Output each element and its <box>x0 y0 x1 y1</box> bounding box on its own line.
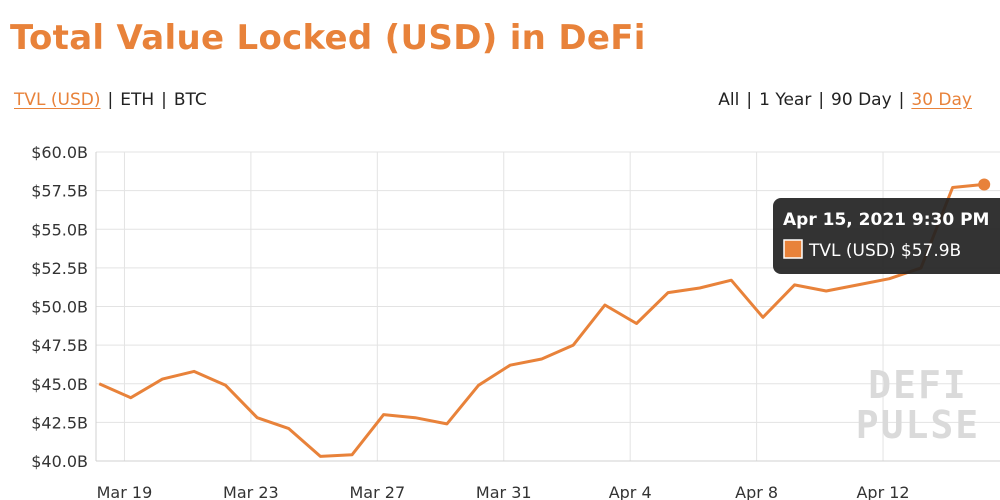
separator: | <box>746 90 753 110</box>
x-tick-label: Mar 27 <box>349 483 405 500</box>
range-option-all[interactable]: All <box>718 90 740 110</box>
y-tick-label: $45.0B <box>31 375 88 394</box>
y-tick-label: $42.5B <box>31 413 88 432</box>
chart-tooltip: Apr 15, 2021 9:30 PM TVL (USD) $57.9B <box>773 198 1000 274</box>
metric-option-tvl[interactable]: TVL (USD) <box>14 90 101 110</box>
y-axis-ticks: $40.0B $42.5B $45.0B $47.5B $50.0B $52.5B $55.… <box>31 143 88 471</box>
separator: | <box>107 90 114 110</box>
page-title: Total Value Locked (USD) in DeFi <box>10 18 646 58</box>
x-tick-label: Mar 23 <box>223 483 279 500</box>
watermark-line-2: PULSE <box>856 403 980 447</box>
y-tick-label: $40.0B <box>31 452 88 471</box>
series-tvl[interactable] <box>98 178 991 458</box>
tvl-line <box>98 182 985 458</box>
range-option-30-day[interactable]: 30 Day <box>911 90 972 110</box>
x-tick-label: Apr 12 <box>856 483 909 500</box>
range-option-90-day[interactable]: 90 Day <box>831 90 892 110</box>
x-tick-label: Mar 19 <box>97 483 153 500</box>
y-tick-label: $57.5B <box>31 182 88 201</box>
x-tick-label: Apr 4 <box>609 483 652 500</box>
x-tick-label: Mar 31 <box>476 483 532 500</box>
tooltip-box <box>773 198 1000 274</box>
separator: | <box>898 90 905 110</box>
tooltip-swatch <box>783 239 803 259</box>
metric-selector: TVL (USD) | ETH | BTC <box>14 90 207 110</box>
range-selector: All | 1 Year | 90 Day | 30 Day <box>718 90 972 110</box>
y-tick-label: $60.0B <box>31 143 88 162</box>
hover-point <box>978 178 991 191</box>
tooltip-date: Apr 15, 2021 9:30 PM <box>783 210 989 230</box>
tooltip-value: TVL (USD) $57.9B <box>808 241 961 261</box>
x-axis-ticks: Mar 19 Mar 23 Mar 27 Mar 31 Apr 4 Apr 8 Apr 12 <box>97 483 910 500</box>
range-option-1-year[interactable]: 1 Year <box>759 90 812 110</box>
y-tick-label: $50.0B <box>31 298 88 317</box>
separator: | <box>161 90 167 110</box>
x-tick-label: Apr 8 <box>735 483 778 500</box>
separator: | <box>818 90 825 110</box>
watermark-line-1: DEFI <box>868 363 968 407</box>
metric-option-eth[interactable]: ETH <box>120 90 155 110</box>
y-tick-label: $47.5B <box>31 336 88 355</box>
y-tick-label: $55.0B <box>31 220 88 239</box>
y-tick-label: $52.5B <box>31 259 88 278</box>
chart-grid <box>95 151 1000 462</box>
metric-option-btc[interactable]: BTC <box>173 90 207 110</box>
